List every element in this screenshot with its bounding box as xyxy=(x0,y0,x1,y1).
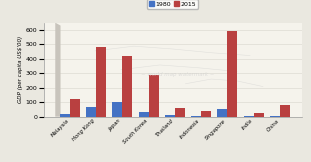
Bar xyxy=(217,109,227,117)
Bar xyxy=(175,108,185,117)
Bar xyxy=(280,105,290,117)
Bar xyxy=(201,111,211,117)
Y-axis label: GDP (per capita US$’00): GDP (per capita US$’00) xyxy=(18,36,23,103)
Legend: 1980, 2015: 1980, 2015 xyxy=(147,0,198,9)
Bar xyxy=(112,102,122,117)
Bar xyxy=(227,31,237,117)
Text: ~ world map watermark ~: ~ world map watermark ~ xyxy=(141,72,215,77)
Bar xyxy=(96,47,106,117)
Bar xyxy=(244,116,254,117)
Bar xyxy=(122,56,132,117)
Bar xyxy=(254,113,264,117)
Polygon shape xyxy=(55,23,61,117)
Bar xyxy=(60,114,70,117)
Bar xyxy=(139,112,149,117)
Bar xyxy=(270,116,280,117)
Bar xyxy=(70,99,80,117)
Bar xyxy=(149,75,159,117)
Bar xyxy=(86,107,96,117)
Bar xyxy=(191,116,201,117)
Bar xyxy=(165,116,175,117)
